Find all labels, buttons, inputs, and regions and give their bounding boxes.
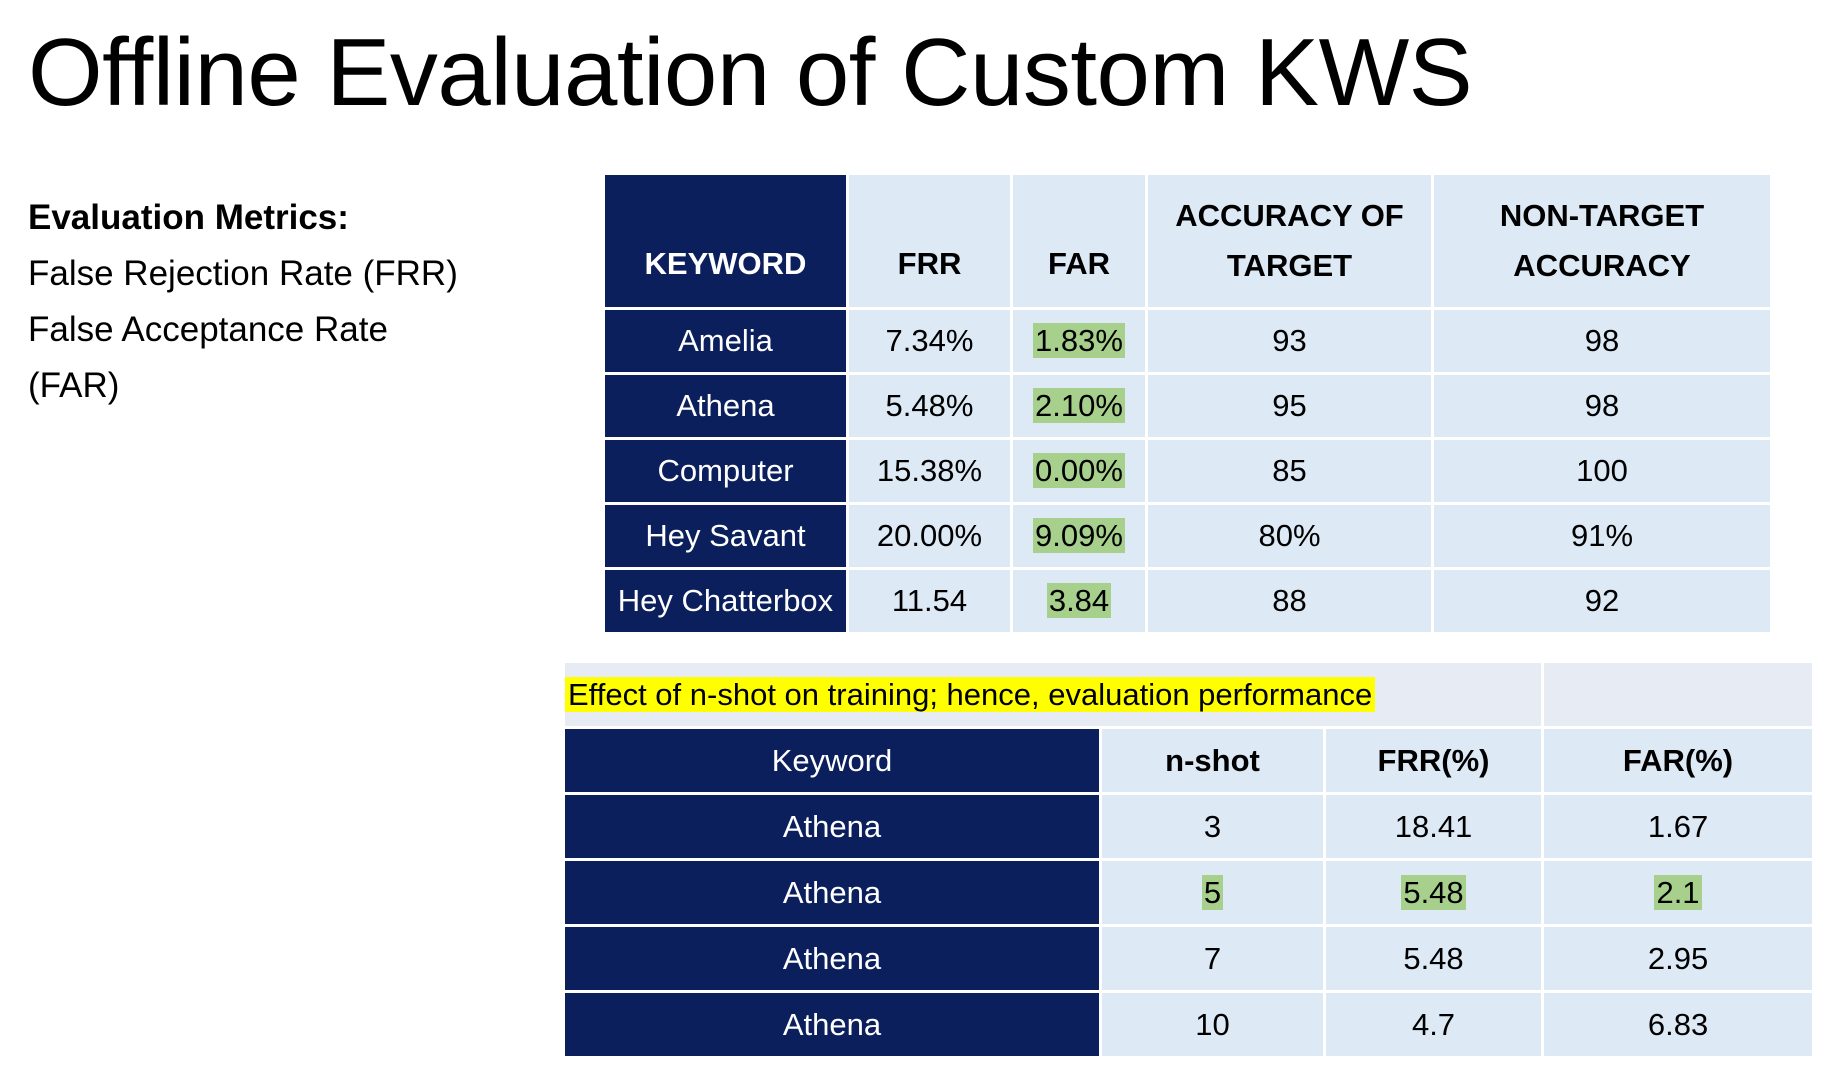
table-row: Computer 15.38% 0.00% 85 100 bbox=[602, 437, 1773, 505]
frr-cell: 11.54 bbox=[846, 567, 1013, 635]
keyword-cell: Hey Chatterbox bbox=[602, 567, 849, 635]
keyword-cell: Athena bbox=[562, 924, 1102, 993]
table-row: Athena 5 5.48 2.1 bbox=[562, 858, 1816, 927]
n-shot-cell: 5 bbox=[1099, 858, 1326, 927]
table-caption: Effect of n-shot on training; hence, eva… bbox=[565, 676, 1376, 712]
table-header-row: KEYWORD FRR FAR ACCURACY OF TARGET NON-T… bbox=[602, 172, 1773, 310]
frr-cell: 7.34% bbox=[846, 307, 1013, 375]
frr-cell: 5.48 bbox=[1322, 924, 1545, 993]
far-cell: 1.83% bbox=[1010, 307, 1148, 375]
frr-cell: 4.7 bbox=[1322, 990, 1545, 1059]
far-highlight: 2.10% bbox=[1033, 388, 1125, 423]
keyword-cell: Hey Savant bbox=[602, 502, 849, 570]
n-shot-effect-table: Effect of n-shot on training; hence, eva… bbox=[561, 660, 1816, 1059]
header-frr: FRR bbox=[846, 172, 1013, 310]
far-cell: 6.83 bbox=[1541, 990, 1816, 1059]
far-cell: 2.10% bbox=[1010, 372, 1148, 440]
header-frr-percent: FRR(%) bbox=[1322, 726, 1545, 795]
header-accuracy-of-target: ACCURACY OF TARGET bbox=[1145, 172, 1434, 310]
accuracy-nontarget-cell: 98 bbox=[1431, 372, 1773, 440]
header-far: FAR bbox=[1010, 172, 1148, 310]
frr-cell: 5.48 bbox=[1322, 858, 1545, 927]
metrics-line-far: False Acceptance Rate bbox=[28, 310, 388, 349]
table-row: Athena 5.48% 2.10% 95 98 bbox=[602, 372, 1773, 440]
header-keyword: Keyword bbox=[562, 726, 1102, 795]
keyword-cell: Athena bbox=[562, 792, 1102, 861]
table-row: Athena 10 4.7 6.83 bbox=[562, 990, 1816, 1059]
far-highlight: 0.00% bbox=[1033, 453, 1125, 488]
n-shot-cell: 7 bbox=[1099, 924, 1326, 993]
keyword-cell: Athena bbox=[562, 990, 1102, 1059]
evaluation-metrics-text: Evaluation Metrics: False Rejection Rate… bbox=[28, 190, 498, 414]
frr-highlight: 5.48 bbox=[1401, 874, 1466, 910]
keyword-cell: Amelia bbox=[602, 307, 849, 375]
metrics-line-frr: False Rejection Rate (FRR) bbox=[28, 254, 458, 293]
far-cell: 3.84 bbox=[1010, 567, 1148, 635]
keyword-cell: Athena bbox=[562, 858, 1102, 927]
accuracy-target-cell: 93 bbox=[1145, 307, 1434, 375]
caption-row: Effect of n-shot on training; hence, eva… bbox=[561, 660, 1816, 729]
table-header-row: Keyword n-shot FRR(%) FAR(%) bbox=[562, 726, 1816, 795]
far-highlight: 1.83% bbox=[1033, 323, 1125, 358]
table-row: Hey Savant 20.00% 9.09% 80% 91% bbox=[602, 502, 1773, 570]
n-shot-highlight: 5 bbox=[1201, 874, 1224, 910]
caption-cell: Effect of n-shot on training; hence, eva… bbox=[561, 660, 1545, 729]
accuracy-nontarget-cell: 91% bbox=[1431, 502, 1773, 570]
table-row: Athena 7 5.48 2.95 bbox=[562, 924, 1816, 993]
accuracy-target-cell: 88 bbox=[1145, 567, 1434, 635]
header-non-target-accuracy: NON-TARGET ACCURACY bbox=[1431, 172, 1773, 310]
frr-cell: 20.00% bbox=[846, 502, 1013, 570]
n-shot-cell: 3 bbox=[1099, 792, 1326, 861]
metrics-heading: Evaluation Metrics: bbox=[28, 198, 349, 237]
far-cell: 9.09% bbox=[1010, 502, 1148, 570]
header-far-percent: FAR(%) bbox=[1541, 726, 1816, 795]
accuracy-nontarget-cell: 92 bbox=[1431, 567, 1773, 635]
accuracy-target-cell: 95 bbox=[1145, 372, 1434, 440]
keyword-evaluation-table: KEYWORD FRR FAR ACCURACY OF TARGET NON-T… bbox=[602, 172, 1773, 635]
table-row: Athena 3 18.41 1.67 bbox=[562, 792, 1816, 861]
frr-cell: 18.41 bbox=[1322, 792, 1545, 861]
far-highlight: 9.09% bbox=[1033, 518, 1125, 553]
frr-cell: 15.38% bbox=[846, 437, 1013, 505]
caption-empty-cell bbox=[1541, 660, 1816, 729]
far-highlight: 3.84 bbox=[1046, 583, 1112, 618]
keyword-cell: Computer bbox=[602, 437, 849, 505]
far-cell: 2.95 bbox=[1541, 924, 1816, 993]
table-row: Hey Chatterbox 11.54 3.84 88 92 bbox=[602, 567, 1773, 635]
far-highlight: 2.1 bbox=[1654, 874, 1702, 910]
table-row: Amelia 7.34% 1.83% 93 98 bbox=[602, 307, 1773, 375]
far-cell: 1.67 bbox=[1541, 792, 1816, 861]
header-keyword: KEYWORD bbox=[602, 172, 849, 310]
accuracy-nontarget-cell: 100 bbox=[1431, 437, 1773, 505]
metrics-line-far-abbrev: (FAR) bbox=[28, 366, 120, 405]
header-n-shot: n-shot bbox=[1099, 726, 1326, 795]
far-cell: 0.00% bbox=[1010, 437, 1148, 505]
frr-cell: 5.48% bbox=[846, 372, 1013, 440]
accuracy-target-cell: 85 bbox=[1145, 437, 1434, 505]
accuracy-nontarget-cell: 98 bbox=[1431, 307, 1773, 375]
keyword-cell: Athena bbox=[602, 372, 849, 440]
slide-title: Offline Evaluation of Custom KWS bbox=[28, 19, 1473, 126]
accuracy-target-cell: 80% bbox=[1145, 502, 1434, 570]
n-shot-cell: 10 bbox=[1099, 990, 1326, 1059]
far-cell: 2.1 bbox=[1541, 858, 1816, 927]
